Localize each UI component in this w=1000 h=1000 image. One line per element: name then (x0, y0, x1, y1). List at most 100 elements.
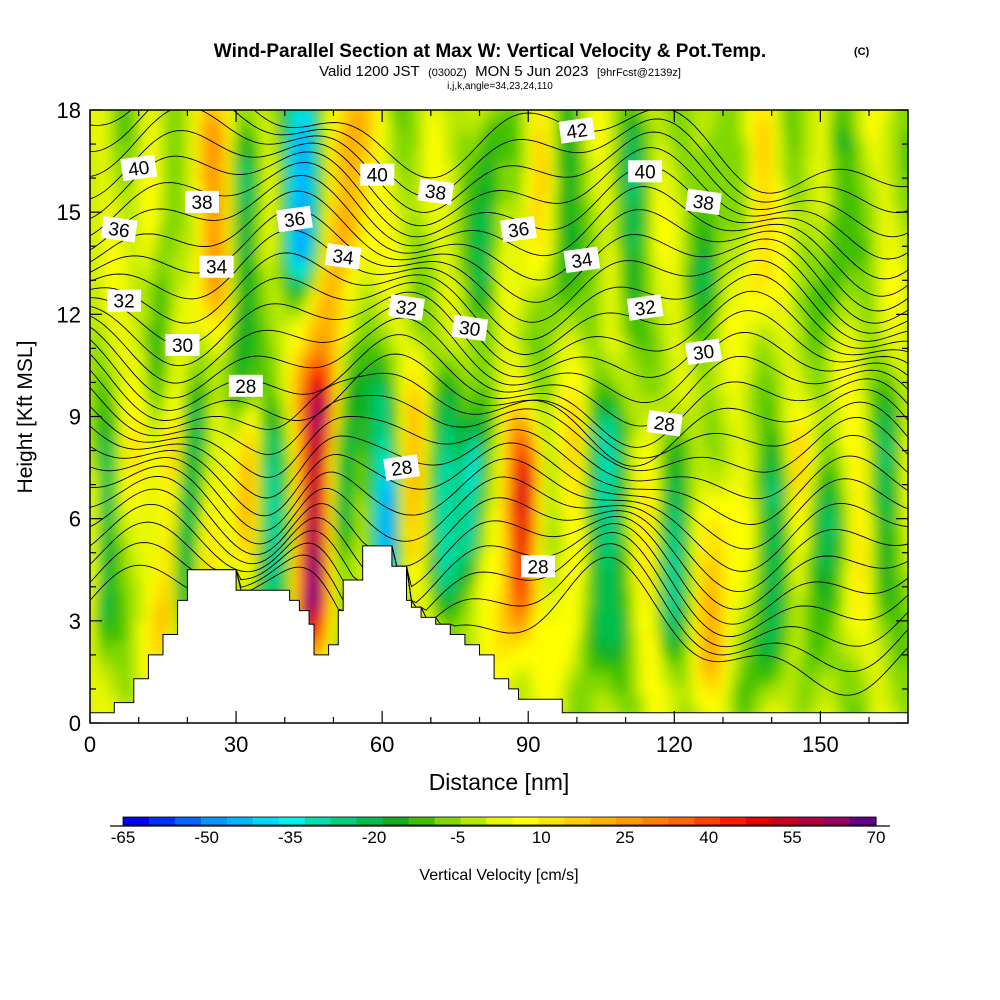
vv-cell (539, 682, 547, 694)
vv-cell (347, 416, 354, 428)
vv-cell (446, 426, 454, 438)
vv-cell (241, 559, 249, 571)
vv-cell (434, 447, 442, 459)
vv-cell (130, 508, 138, 520)
vv-cell (136, 631, 144, 643)
vv-cell (171, 600, 179, 612)
vv-cell (493, 293, 500, 305)
vv-cell (125, 334, 132, 346)
vv-cell (481, 488, 489, 500)
vv-cell (534, 661, 541, 673)
vv-cell (481, 171, 489, 183)
vv-cell (481, 436, 489, 448)
vv-cell (136, 641, 144, 653)
vv-cell (323, 212, 331, 224)
vv-cell (323, 293, 331, 305)
vv-cell (347, 569, 354, 581)
vv-cell (236, 140, 243, 152)
vv-cell (148, 385, 156, 397)
vv-cell (224, 539, 232, 551)
vv-cell (171, 253, 179, 265)
vv-cell (417, 140, 424, 152)
vv-cell (201, 293, 208, 305)
vv-cell (388, 110, 395, 111)
vv-cell (358, 232, 366, 244)
vv-cell (522, 518, 530, 530)
vv-cell (335, 477, 343, 489)
vv-cell (323, 528, 331, 540)
vv-cell (136, 651, 144, 663)
vv-cell (352, 406, 360, 418)
vv-cell (306, 110, 313, 111)
vv-cell (522, 426, 530, 438)
vv-cell (493, 508, 500, 520)
vv-cell (271, 355, 278, 367)
vv-cell (522, 171, 530, 183)
vv-cell (388, 222, 395, 234)
vv-cell (504, 110, 512, 111)
vv-cell (399, 385, 407, 397)
vv-cell (405, 355, 413, 367)
vv-cell (113, 539, 121, 551)
vv-cell (183, 436, 191, 448)
vv-cell (452, 273, 459, 285)
vv-cell (423, 467, 430, 479)
vv-cell (481, 293, 489, 305)
vv-cell (528, 631, 535, 643)
vv-cell (358, 110, 366, 122)
vv-cell (545, 528, 553, 540)
vv-cell (317, 590, 325, 602)
vv-cell (247, 528, 255, 540)
vv-cell (463, 539, 471, 551)
vv-cell (499, 528, 506, 540)
vv-cell (487, 150, 494, 162)
vv-cell (171, 324, 179, 336)
vv-cell (434, 232, 442, 244)
vv-cell (125, 396, 132, 408)
vv-cell (411, 580, 419, 592)
vv-cell (125, 539, 132, 551)
vv-cell (148, 488, 156, 500)
vv-cell (504, 171, 512, 183)
vv-cell (510, 130, 518, 142)
vv-cell (294, 385, 302, 397)
vv-cell (125, 150, 132, 162)
vv-cell (458, 580, 465, 592)
vv-cell (95, 447, 103, 459)
vv-cell (405, 498, 413, 510)
vv-cell (539, 212, 547, 224)
vv-cell (236, 498, 243, 510)
vv-cell (288, 345, 296, 357)
vv-cell (469, 467, 477, 479)
vv-cell (411, 150, 419, 162)
vv-cell (271, 110, 278, 122)
vv-cell (382, 508, 389, 520)
vv-cell (253, 253, 261, 265)
vv-cell (90, 140, 97, 152)
vv-cell (241, 406, 249, 418)
vv-cell (300, 181, 307, 193)
vv-cell (136, 212, 144, 224)
vv-cell (504, 620, 512, 632)
vv-cell (142, 498, 150, 510)
vv-cell (201, 232, 208, 244)
vv-cell (148, 242, 156, 254)
vv-cell (440, 498, 448, 510)
vv-cell (352, 212, 360, 224)
vv-cell (434, 600, 442, 612)
vv-cell (417, 528, 424, 540)
vv-cell (259, 447, 267, 459)
vv-cell (160, 263, 167, 275)
vv-cell (516, 304, 524, 316)
vv-cell (399, 110, 407, 122)
vv-cell (376, 110, 383, 111)
vv-cell (504, 508, 512, 520)
vv-cell (510, 559, 518, 571)
vv-cell (95, 539, 103, 551)
vv-cell (294, 518, 302, 530)
vv-cell (125, 324, 132, 336)
vv-cell (469, 396, 477, 408)
vv-cell (475, 508, 483, 520)
vv-cell (428, 396, 436, 408)
vv-cell (329, 559, 337, 571)
